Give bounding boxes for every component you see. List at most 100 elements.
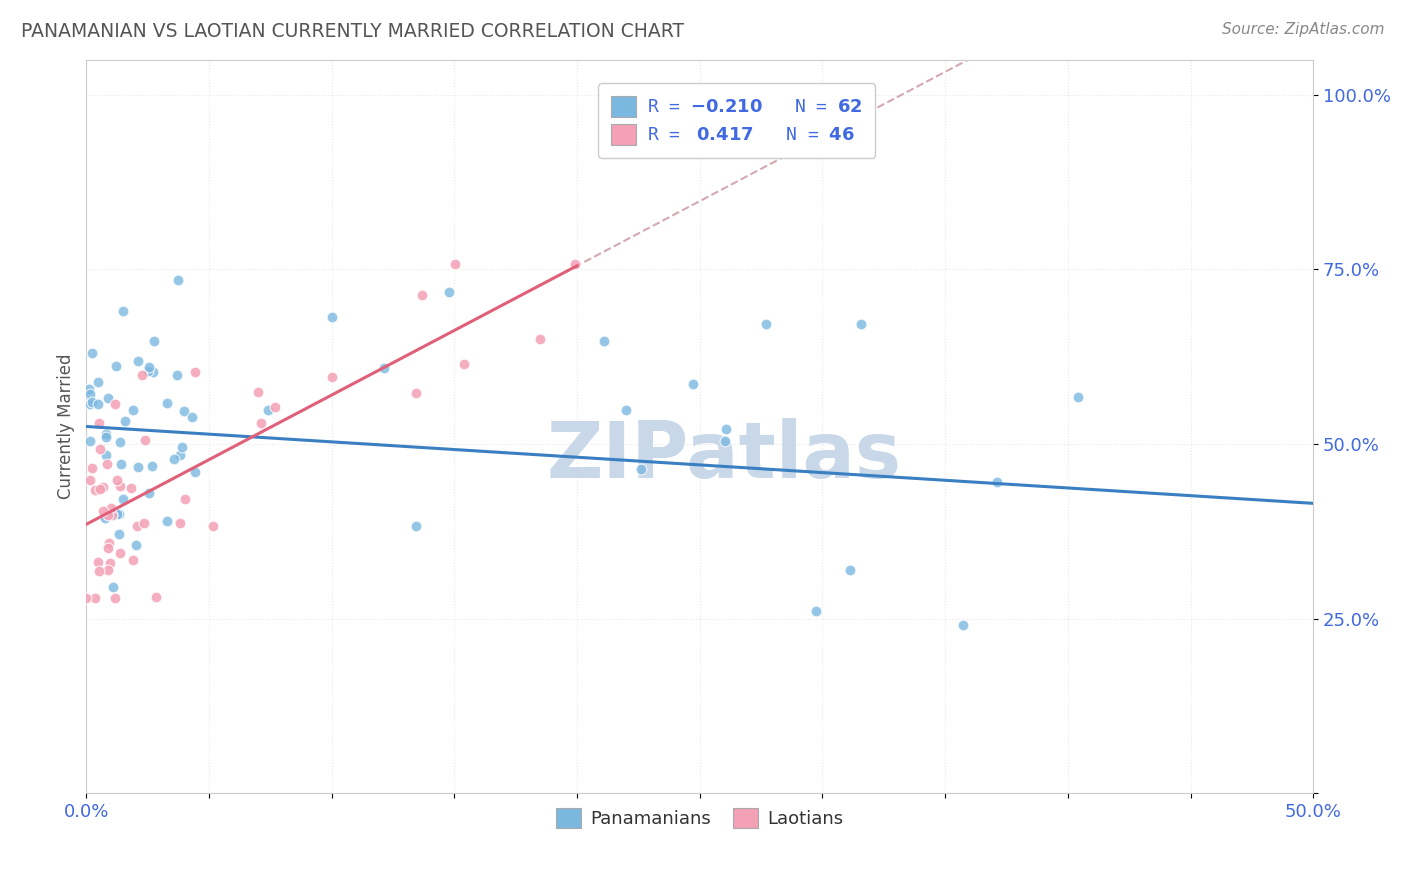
Point xyxy=(806,604,828,618)
Point xyxy=(1067,390,1090,404)
Point xyxy=(174,492,197,507)
Point xyxy=(122,403,145,417)
Point xyxy=(125,538,148,552)
Point xyxy=(122,553,145,567)
Point xyxy=(138,359,160,374)
Point xyxy=(84,483,107,497)
Point xyxy=(98,556,121,570)
Legend: Panamanians, Laotians: Panamanians, Laotians xyxy=(548,800,851,836)
Point xyxy=(131,368,153,383)
Text: PANAMANIAN VS LAOTIAN CURRENTLY MARRIED CORRELATION CHART: PANAMANIAN VS LAOTIAN CURRENTLY MARRIED … xyxy=(21,22,685,41)
Point xyxy=(96,457,118,471)
Point xyxy=(682,376,704,391)
Point xyxy=(108,526,131,541)
Point xyxy=(173,404,195,418)
Point xyxy=(166,368,188,382)
Point xyxy=(94,430,117,444)
Point xyxy=(136,364,159,378)
Point xyxy=(110,479,132,493)
Point xyxy=(127,354,149,368)
Point xyxy=(97,536,120,550)
Point xyxy=(453,357,475,371)
Point xyxy=(142,365,165,379)
Point xyxy=(79,386,101,401)
Point xyxy=(405,386,427,401)
Point xyxy=(141,458,163,473)
Point xyxy=(112,303,135,318)
Point xyxy=(101,508,124,523)
Point xyxy=(167,273,190,287)
Point xyxy=(97,563,120,577)
Point xyxy=(184,365,207,379)
Point xyxy=(97,391,120,405)
Point xyxy=(82,346,104,360)
Point xyxy=(614,403,637,417)
Point xyxy=(155,396,177,410)
Point xyxy=(180,409,202,424)
Point xyxy=(104,397,127,411)
Point xyxy=(89,442,111,456)
Point xyxy=(529,332,551,346)
Point xyxy=(91,480,114,494)
Point xyxy=(564,257,586,271)
Point xyxy=(120,481,142,495)
Point xyxy=(79,473,101,487)
Point xyxy=(101,580,124,594)
Point xyxy=(79,397,101,411)
Point xyxy=(75,591,97,605)
Point xyxy=(593,334,616,349)
Point xyxy=(94,511,117,525)
Point xyxy=(246,384,269,399)
Point xyxy=(134,433,156,447)
Point xyxy=(97,541,120,555)
Point xyxy=(84,591,107,605)
Point xyxy=(714,421,737,435)
Point xyxy=(87,396,110,410)
Point xyxy=(110,457,132,471)
Point xyxy=(755,317,778,331)
Y-axis label: Currently Married: Currently Married xyxy=(58,354,75,500)
Point xyxy=(79,434,101,448)
Point xyxy=(321,310,343,324)
Point xyxy=(89,482,111,496)
Point xyxy=(163,451,186,466)
Point xyxy=(94,448,117,462)
Point xyxy=(105,473,128,487)
Point xyxy=(97,508,120,522)
Point xyxy=(373,361,395,376)
Point xyxy=(849,318,872,332)
Point xyxy=(411,287,433,301)
Point xyxy=(321,369,343,384)
Text: Source: ZipAtlas.com: Source: ZipAtlas.com xyxy=(1222,22,1385,37)
Point xyxy=(105,359,128,373)
Point xyxy=(79,382,101,396)
Point xyxy=(100,500,122,515)
Point xyxy=(170,440,193,454)
Point xyxy=(80,460,103,475)
Text: ZIPatlas: ZIPatlas xyxy=(547,417,901,494)
Point xyxy=(114,414,136,428)
Point xyxy=(138,486,160,500)
Point xyxy=(108,546,131,560)
Point xyxy=(405,519,427,533)
Point xyxy=(156,514,179,528)
Point xyxy=(437,285,460,299)
Point xyxy=(713,434,735,449)
Point xyxy=(952,618,974,632)
Point xyxy=(986,475,1008,490)
Point xyxy=(104,591,127,605)
Point xyxy=(87,417,110,431)
Point xyxy=(264,401,287,415)
Point xyxy=(101,508,124,522)
Point xyxy=(80,395,103,409)
Point xyxy=(108,507,131,521)
Point xyxy=(249,417,271,431)
Point xyxy=(86,555,108,569)
Point xyxy=(201,519,224,533)
Point xyxy=(87,375,110,389)
Point xyxy=(169,516,191,530)
Point xyxy=(125,519,148,533)
Point xyxy=(132,516,155,530)
Point xyxy=(169,448,191,462)
Point xyxy=(91,504,114,518)
